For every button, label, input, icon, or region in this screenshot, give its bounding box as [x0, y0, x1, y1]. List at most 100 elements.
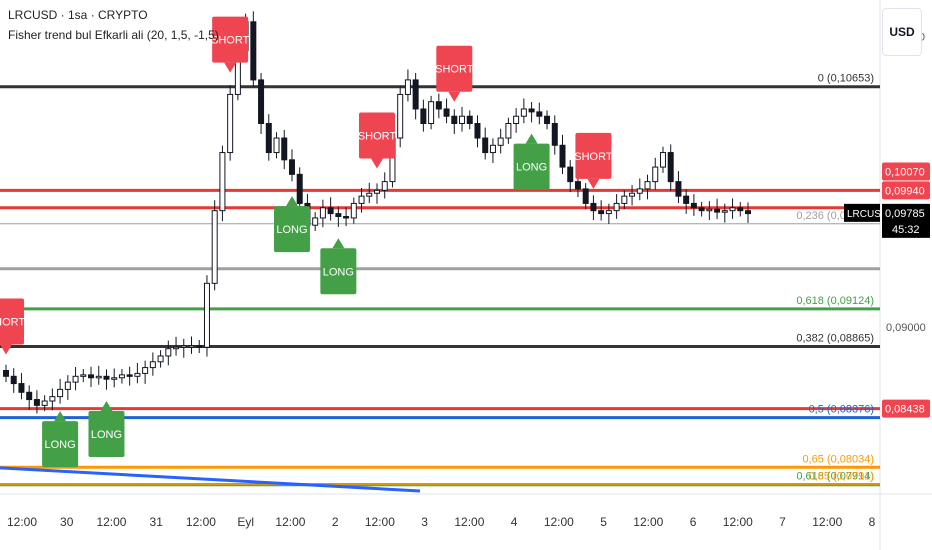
candle-body-78	[605, 210, 612, 215]
candle-body-4	[33, 399, 40, 406]
candle-body-53	[412, 79, 419, 110]
price-tag-label-1: 0,09940	[885, 185, 925, 197]
candle-body-33	[258, 79, 265, 124]
long-arrow-2	[100, 401, 113, 412]
x-tick-label-9: 3	[421, 515, 428, 529]
candle-body-9	[72, 375, 79, 383]
candle-body-74	[574, 181, 581, 190]
short-signal-label-3: SHORT	[211, 35, 250, 47]
short-signal-9	[575, 132, 612, 179]
candle-body-61	[474, 123, 481, 139]
candle-body-27	[211, 210, 218, 284]
long-arrow-4	[285, 196, 298, 207]
candle-body-56	[435, 101, 442, 110]
price-tag-label-2: 0,08438	[885, 404, 925, 416]
candle-body-11	[88, 374, 95, 379]
candle-body-79	[613, 202, 620, 212]
candle-body-60	[466, 115, 473, 124]
candle-body-89	[690, 202, 697, 209]
short-arrow-6	[371, 158, 383, 169]
price-tag-label-0: 0,10070	[885, 166, 925, 178]
long-signal-2	[88, 411, 125, 458]
candle-body-26	[203, 282, 210, 348]
candle-body-0	[3, 370, 9, 377]
currency-button[interactable]: USD	[882, 8, 922, 56]
long-arrow-8	[525, 133, 538, 144]
candle-body-14	[111, 377, 118, 380]
short-signal-label-6: SHORT	[358, 131, 397, 143]
x-tick-label-13: 5	[600, 515, 607, 529]
current-symbol-tag	[844, 203, 880, 222]
candle-body-34	[265, 123, 272, 154]
x-tick-label-0: 12:00	[7, 515, 37, 529]
candle-body-77	[598, 210, 605, 215]
level-label-5: 0,618 (0,09124)	[796, 295, 874, 307]
candle-body-44	[343, 215, 350, 219]
long-signal-8	[513, 143, 550, 190]
short-arrow-3	[224, 62, 237, 73]
x-tick-label-17: 7	[779, 515, 786, 529]
candle-body-3	[26, 391, 33, 401]
indicator-title[interactable]: Fisher trend bul Efkarli ali (20, 1,5, -…	[8, 28, 219, 42]
candle-body-88	[683, 195, 690, 204]
short-signal-0	[0, 298, 24, 345]
candle-body-73	[567, 166, 574, 183]
candle-body-46	[358, 195, 365, 204]
long-signal-label-5: LONG	[323, 266, 354, 278]
long-arrow-1	[54, 411, 67, 422]
candle-body-90	[698, 207, 705, 212]
candle-body-67	[520, 108, 527, 117]
candle-body-65	[505, 123, 512, 139]
candle-body-48	[374, 189, 380, 194]
level-label-0: 0 (0,10653)	[818, 73, 874, 85]
candle-body-19	[149, 361, 156, 369]
candle-body-71	[551, 123, 558, 146]
candle-body-20	[157, 355, 164, 363]
short-signal-label-7: SHORT	[435, 64, 474, 76]
candle-body-64	[497, 137, 504, 146]
candle-body-70	[544, 115, 551, 124]
candle-body-22	[173, 346, 180, 350]
candle-body-63	[489, 144, 496, 154]
candle-body-51	[397, 93, 404, 139]
x-tick-label-18: 12:00	[812, 515, 842, 529]
price-tag-0	[882, 162, 930, 181]
candle-body-86	[667, 152, 674, 183]
level-label-11: 0,65 (0,0791)	[809, 471, 874, 483]
candle-body-85	[659, 152, 666, 168]
candle-body-42	[327, 207, 334, 215]
candle-body-57	[443, 108, 450, 117]
candle-body-87	[675, 181, 682, 197]
candle-body-75	[582, 188, 589, 204]
x-tick-label-15: 6	[690, 515, 697, 529]
candle-body-37	[288, 159, 295, 175]
candle-body-2	[18, 383, 25, 393]
x-tick-label-1: 30	[60, 515, 74, 529]
x-tick-label-2: 12:00	[96, 515, 126, 529]
candle-body-82	[636, 188, 643, 194]
short-signal-6	[359, 112, 395, 159]
candle-body-32	[250, 21, 257, 81]
candle-body-76	[590, 202, 597, 212]
x-tick-label-14: 12:00	[633, 515, 663, 529]
symbol-title: LRCUSD · 1sa · CRYPTO	[8, 8, 148, 22]
candle-body-43	[335, 213, 342, 217]
candle-body-25	[196, 345, 203, 348]
candle-body-47	[366, 192, 373, 197]
countdown-label: 45:32	[892, 224, 920, 236]
candle-body-96	[745, 210, 751, 215]
long-signal-5	[320, 248, 357, 295]
candle-body-1	[10, 375, 17, 385]
candle-body-91	[706, 208, 713, 212]
candle-body-69	[536, 111, 543, 117]
current-symbol-label: LRCUSD	[847, 209, 888, 220]
candle-body-80	[621, 195, 628, 204]
x-tick-label-16: 12:00	[723, 515, 753, 529]
price-tag-1	[882, 181, 930, 200]
price-tag-2	[882, 399, 930, 418]
candle-body-84	[652, 166, 659, 183]
candle-body-58	[451, 115, 458, 124]
level-label-6: 0,382 (0,08865)	[796, 333, 874, 345]
candle-body-66	[513, 115, 520, 124]
